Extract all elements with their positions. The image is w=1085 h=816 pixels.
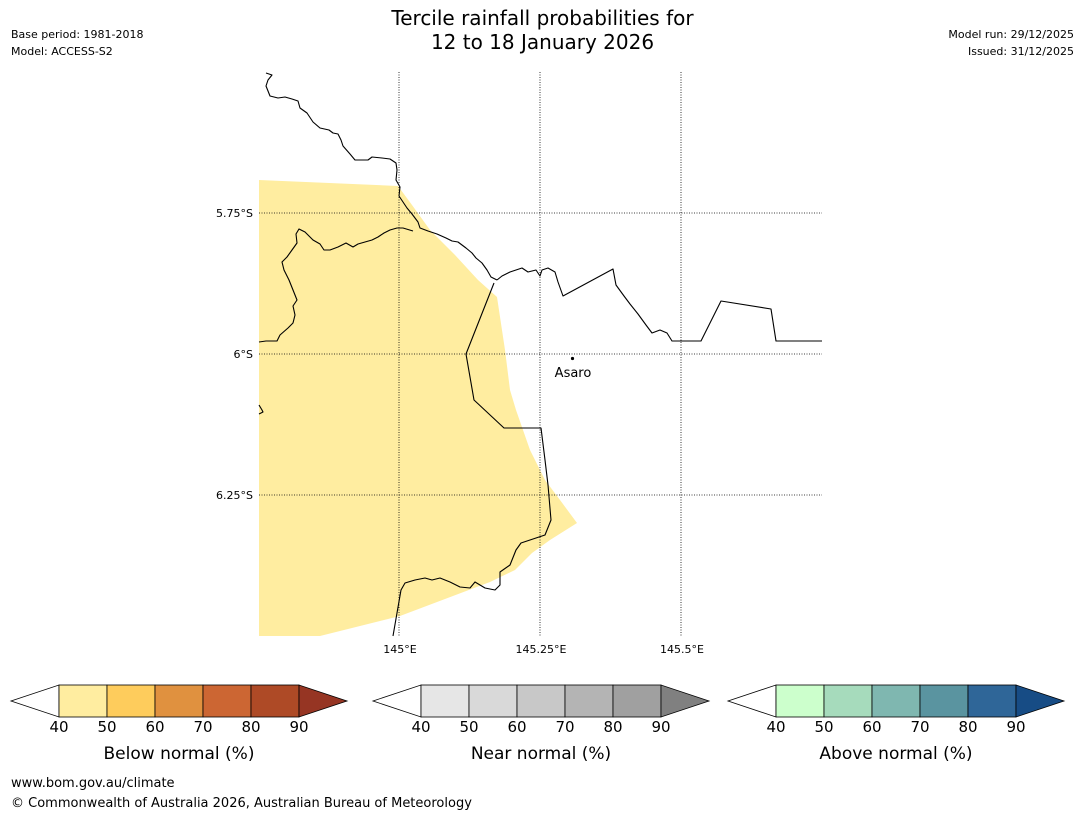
issued-date: Issued: 31/12/2025 — [967, 45, 1074, 58]
legend-near-segment — [468, 684, 518, 718]
legend-below-tick: 50 — [97, 718, 117, 736]
legend-above-segment — [919, 684, 969, 718]
province-borders — [258, 72, 822, 637]
legend-above-tick: 70 — [910, 718, 930, 736]
legend-above-low-extension — [726, 684, 777, 718]
legend-ticks: 40 50 60 70 80 90 40 50 60 70 80 90 40 5… — [0, 718, 1085, 738]
border-east-top — [496, 267, 822, 342]
model-name: Model: ACCESS-S2 — [11, 45, 113, 58]
footer: www.bom.gov.au/climate © Commonwealth of… — [11, 774, 472, 814]
legend-above-segment — [967, 684, 1017, 718]
border-west — [258, 227, 414, 343]
legend-below-tick: 90 — [289, 718, 309, 736]
border-west-edge — [258, 404, 264, 415]
map-canvas: Asaro 5.75°S 6°S 6.25°S 145°E 145.25°E 1… — [216, 72, 822, 656]
legend-above-tick: 80 — [958, 718, 978, 736]
legend-near-tick: 60 — [507, 718, 527, 736]
legend-above-high-extension — [1015, 684, 1066, 718]
meta-left: Base period: 1981-2018 Model: ACCESS-S2 — [11, 26, 143, 60]
legend-below-segment — [58, 684, 108, 718]
legend-below-label: Below normal (%) — [103, 744, 255, 764]
legend-near-segment — [612, 684, 662, 718]
asaro-marker — [570, 356, 575, 361]
legend-above-tick: 60 — [862, 718, 882, 736]
legend-above-label: Above normal (%) — [819, 744, 973, 764]
border-north — [265, 72, 498, 281]
legend-below-tick: 80 — [241, 718, 261, 736]
legend-area: 40 50 60 70 80 90 40 50 60 70 80 90 40 5… — [0, 680, 1085, 770]
lat-label-600: 6°S — [234, 348, 253, 361]
legend-near-segment — [516, 684, 566, 718]
model-run: Model run: 29/12/2025 — [948, 28, 1074, 41]
legend-above-tick: 40 — [766, 718, 786, 736]
footer-copyright: © Commonwealth of Australia 2026, Austra… — [11, 796, 472, 811]
legend-near-label: Near normal (%) — [470, 744, 612, 764]
map-title: Tercile rainfall probabilities for 12 to… — [0, 6, 1085, 54]
legend-below-tick: 40 — [49, 718, 69, 736]
legend-near-tick: 80 — [603, 718, 623, 736]
lat-label-625: 6.25°S — [216, 489, 253, 502]
legend-above-segment — [775, 684, 825, 718]
meta-right: Model run: 29/12/2025 Issued: 31/12/2025 — [948, 26, 1074, 60]
lon-label-14550: 145.5°E — [660, 643, 704, 656]
legend-below-tick: 70 — [193, 718, 213, 736]
legend-below-high-extension — [298, 684, 349, 718]
legend-near-tick: 90 — [651, 718, 671, 736]
place-label-asaro: Asaro — [555, 366, 592, 381]
title-line-2: 12 to 18 January 2026 — [430, 30, 655, 54]
legend-below-segment — [202, 684, 252, 718]
legend-near-tick: 40 — [411, 718, 431, 736]
legend-below-low-extension — [9, 684, 60, 718]
legend-above-segment — [823, 684, 873, 718]
graticule — [259, 72, 822, 636]
legend-near-low-extension — [371, 684, 422, 718]
base-period: Base period: 1981-2018 — [11, 28, 144, 41]
legend-below-segment — [250, 684, 300, 718]
lon-label-14525: 145.25°E — [516, 643, 567, 656]
legend-below-segment — [106, 684, 156, 718]
legend-above-tick: 50 — [814, 718, 834, 736]
legend-below-segment — [154, 684, 204, 718]
legend-above-tick: 90 — [1006, 718, 1026, 736]
footer-url[interactable]: www.bom.gov.au/climate — [11, 776, 175, 791]
below-normal-40-50-region — [259, 180, 577, 636]
legend-near-tick: 50 — [459, 718, 479, 736]
legend-near-high-extension — [660, 684, 711, 718]
lon-label-14500: 145°E — [383, 643, 416, 656]
border-inner — [392, 282, 552, 637]
legend-near-segment — [564, 684, 614, 718]
legend-below-tick: 60 — [145, 718, 165, 736]
legend-above-segment — [871, 684, 921, 718]
lat-label-575: 5.75°S — [216, 207, 253, 220]
colorbars — [9, 684, 1066, 718]
legend-near-segment — [420, 684, 470, 718]
title-line-1: Tercile rainfall probabilities for — [391, 6, 694, 30]
legend-near-tick: 70 — [555, 718, 575, 736]
